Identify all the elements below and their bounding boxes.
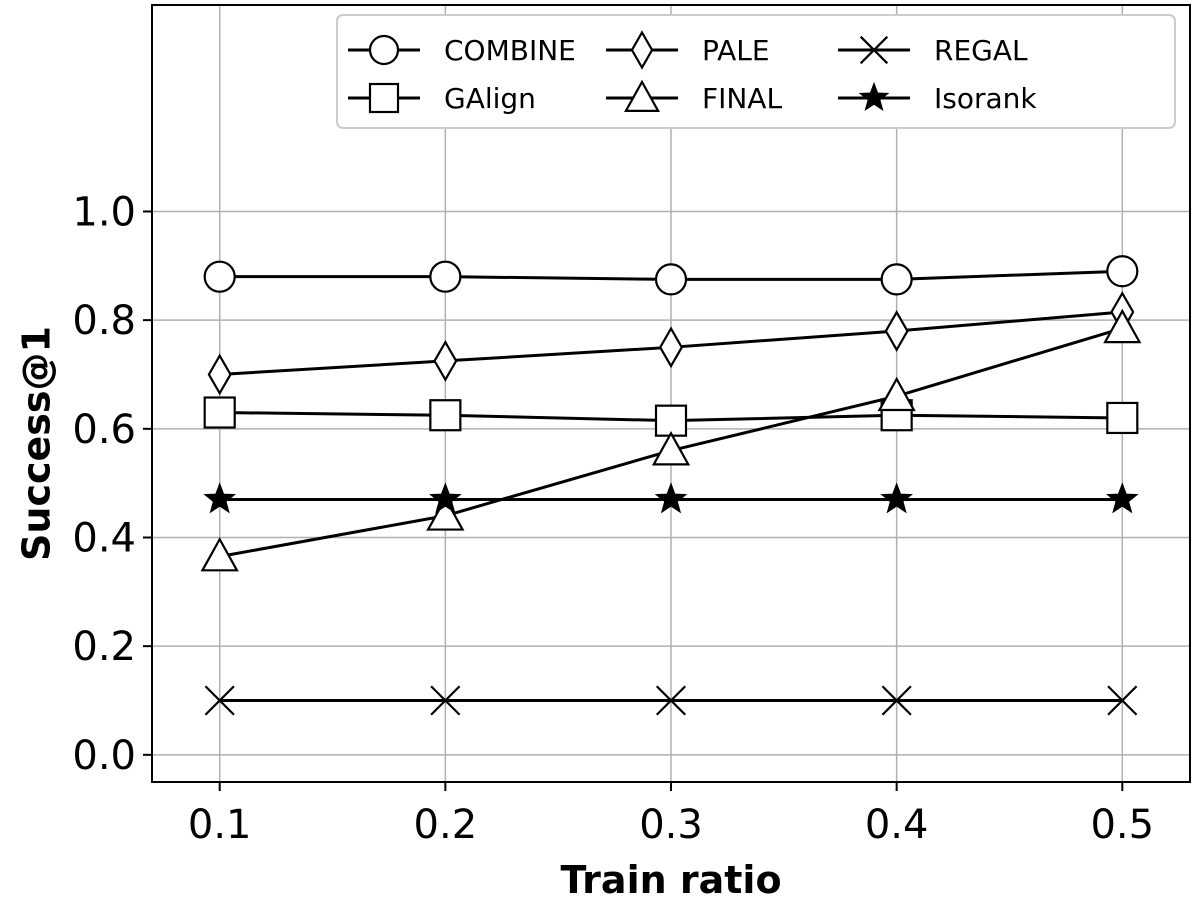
data-point-pale <box>658 326 684 369</box>
legend-marker-pale <box>630 30 654 70</box>
data-point-isorank <box>654 482 688 514</box>
data-point-combine <box>654 263 688 296</box>
data-point-final <box>426 496 465 531</box>
series-regal <box>204 685 1138 716</box>
y-axis-label: Success@1 <box>14 326 58 561</box>
y-tick-label: 0.6 <box>72 407 136 453</box>
y-tick-label: 1.0 <box>72 189 136 235</box>
data-point-final <box>877 376 916 412</box>
legend-box <box>336 14 1176 129</box>
y-axis-ticks: 0.0 0.2 0.4 0.6 0.8 1.0 <box>72 189 152 779</box>
y-tick-label: 0.4 <box>72 515 136 561</box>
data-point-regal <box>204 685 235 716</box>
x-tick-label: 0.2 <box>414 802 478 848</box>
data-point-isorank <box>203 482 237 514</box>
x-tick-label: 0.3 <box>639 802 703 848</box>
data-point-pale <box>884 310 909 352</box>
legend-entry-combine: COMBINE <box>348 34 576 67</box>
x-axis-label: Train ratio <box>560 858 781 900</box>
data-point-galign <box>1106 401 1139 435</box>
data-point-regal <box>655 685 687 716</box>
y-tick-label: 0.2 <box>72 624 136 670</box>
data-point-final <box>200 536 239 572</box>
data-point-regal <box>430 685 461 716</box>
legend-marker-galign <box>368 82 400 114</box>
data-point-combine <box>880 263 913 296</box>
legend-label-pale: PALE <box>702 34 770 67</box>
data-point-pale <box>433 339 458 382</box>
data-point-pale <box>207 353 232 396</box>
legend-label-combine: COMBINE <box>444 34 576 67</box>
data-point-combine <box>203 260 236 293</box>
legend-entry-regal: REGAL <box>838 34 1028 67</box>
y-tick-label: 0.0 <box>72 733 136 779</box>
legend-entry-isorank: Isorank <box>838 81 1037 115</box>
legend-entry-pale: PALE <box>606 30 770 70</box>
series-combine <box>203 255 1139 296</box>
series-pale <box>207 291 1135 396</box>
x-axis-ticks: 0.1 0.2 0.3 0.4 0.5 <box>188 782 1154 848</box>
data-point-final <box>651 431 691 466</box>
x-tick-label: 0.5 <box>1090 802 1154 848</box>
series-galign <box>203 396 1139 437</box>
legend-label-galign: GAlign <box>444 82 536 115</box>
legend-marker-regal <box>859 35 889 65</box>
plot-series <box>200 255 1142 716</box>
series-final <box>200 308 1142 572</box>
data-point-isorank <box>1105 482 1139 514</box>
legend-entry-galign: GAlign <box>348 82 536 115</box>
plot-frame <box>151 4 1191 783</box>
data-point-combine <box>1106 255 1139 288</box>
data-point-final <box>1103 308 1142 344</box>
x-tick-label: 0.4 <box>865 802 929 848</box>
y-tick-label: 0.8 <box>72 298 136 344</box>
legend-entry-final: FINAL <box>606 79 782 115</box>
legend: COMBINE GAlign PALE FINAL REGAL Isorank <box>336 14 1176 129</box>
series-isorank <box>203 482 1139 514</box>
legend-marker-final <box>624 79 660 112</box>
data-point-regal <box>881 685 912 716</box>
legend-label-isorank: Isorank <box>934 82 1037 115</box>
data-point-isorank <box>880 482 913 514</box>
data-point-galign <box>203 396 236 429</box>
data-point-combine <box>429 260 462 293</box>
x-tick-label: 0.1 <box>188 802 252 848</box>
data-point-galign <box>429 399 462 432</box>
legend-marker-combine <box>368 34 400 66</box>
legend-marker-isorank <box>858 81 890 112</box>
data-point-isorank <box>429 482 462 514</box>
data-point-regal <box>1107 685 1138 716</box>
legend-label-regal: REGAL <box>934 34 1028 67</box>
legend-label-final: FINAL <box>702 82 782 115</box>
